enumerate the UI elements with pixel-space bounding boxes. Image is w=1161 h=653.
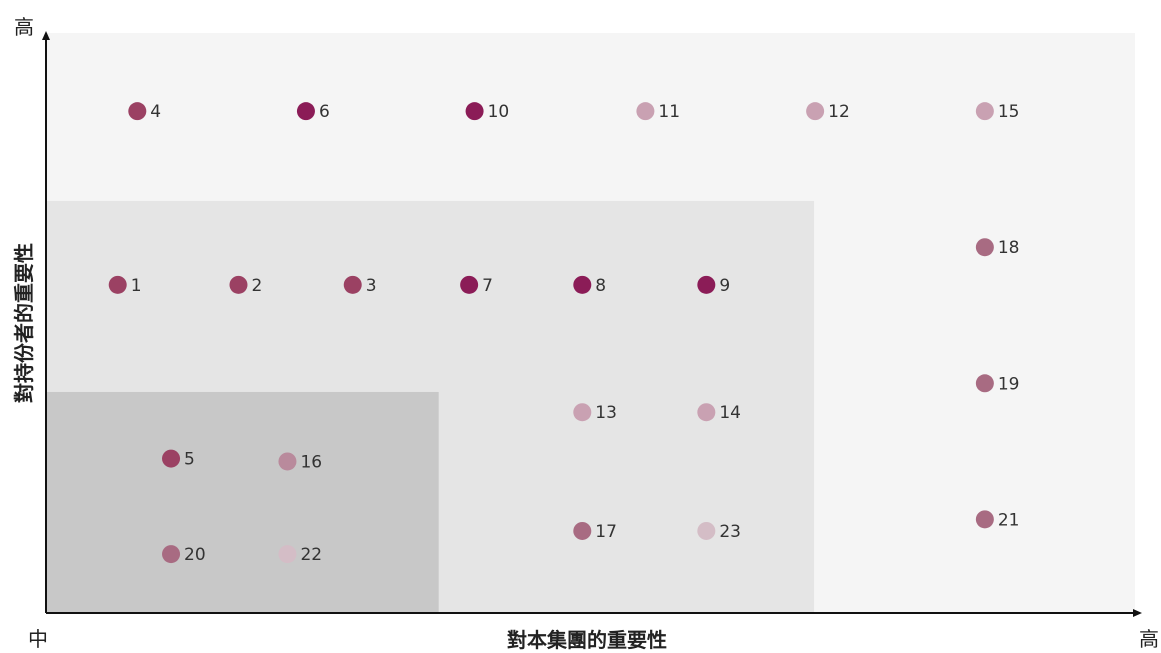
point-label: 7 xyxy=(482,276,493,296)
point-marker xyxy=(697,403,716,422)
point-marker xyxy=(975,102,994,121)
data-point-9: 9 xyxy=(697,275,730,296)
y-axis-max-label: 高 xyxy=(14,15,34,39)
point-marker xyxy=(162,449,181,468)
point-label: 15 xyxy=(998,102,1020,122)
data-point-14: 14 xyxy=(697,403,741,423)
data-point-19: 19 xyxy=(975,374,1020,394)
zones-layer xyxy=(47,33,1135,612)
data-point-21: 21 xyxy=(975,510,1020,530)
point-marker xyxy=(278,545,297,564)
zone-inner xyxy=(47,391,439,612)
axes-layer: 高 中 高 對本集團的重要性 對持份者的重要性 xyxy=(12,15,1159,652)
point-label: 5 xyxy=(184,450,195,470)
point-marker xyxy=(697,521,716,540)
data-point-8: 8 xyxy=(573,275,606,296)
data-point-3: 3 xyxy=(343,275,377,296)
point-label: 10 xyxy=(488,102,510,122)
point-marker xyxy=(465,102,484,121)
point-label: 21 xyxy=(998,510,1020,530)
point-label: 9 xyxy=(719,276,730,296)
data-point-17: 17 xyxy=(573,521,617,542)
point-marker xyxy=(460,275,479,294)
x-axis-arrow xyxy=(1133,609,1142,617)
point-label: 11 xyxy=(658,102,680,122)
point-label: 19 xyxy=(998,374,1020,394)
point-marker xyxy=(975,510,994,529)
point-label: 4 xyxy=(150,102,161,122)
point-marker xyxy=(278,452,297,471)
data-point-16: 16 xyxy=(278,452,322,472)
point-label: 18 xyxy=(998,238,1020,258)
point-marker xyxy=(343,275,362,294)
point-label: 13 xyxy=(595,403,617,423)
point-marker xyxy=(975,238,994,257)
data-point-7: 7 xyxy=(460,275,493,296)
y-axis-title: 對持份者的重要性 xyxy=(12,243,36,403)
x-axis-max-label: 高 xyxy=(1139,627,1159,651)
x-axis-min-label: 中 xyxy=(28,627,48,651)
point-marker xyxy=(162,545,181,564)
point-label: 16 xyxy=(300,452,322,472)
data-point-12: 12 xyxy=(806,102,850,122)
point-marker xyxy=(697,275,716,294)
point-label: 12 xyxy=(828,102,850,122)
data-point-4: 4 xyxy=(128,102,161,122)
point-marker xyxy=(229,275,248,294)
point-marker xyxy=(636,102,655,121)
data-point-2: 2 xyxy=(229,275,262,296)
point-label: 22 xyxy=(300,545,322,565)
point-marker xyxy=(975,374,994,393)
point-label: 1 xyxy=(131,276,142,296)
data-point-18: 18 xyxy=(975,238,1020,258)
data-point-11: 11 xyxy=(636,102,680,122)
point-label: 6 xyxy=(319,102,330,122)
data-point-6: 6 xyxy=(296,102,330,122)
point-label: 2 xyxy=(251,276,262,296)
point-marker xyxy=(573,521,592,540)
y-axis-arrow xyxy=(42,31,50,40)
point-marker xyxy=(296,102,315,121)
data-point-13: 13 xyxy=(573,403,617,423)
point-marker xyxy=(573,403,592,422)
point-label: 20 xyxy=(184,545,206,565)
data-point-23: 23 xyxy=(697,521,741,542)
data-point-15: 15 xyxy=(975,102,1020,122)
point-label: 8 xyxy=(595,276,606,296)
point-marker xyxy=(108,275,127,294)
data-point-1: 1 xyxy=(108,275,142,296)
point-label: 3 xyxy=(366,276,377,296)
x-axis-title: 對本集團的重要性 xyxy=(507,628,667,652)
data-point-5: 5 xyxy=(162,449,195,470)
point-marker xyxy=(573,275,592,294)
point-marker xyxy=(806,102,825,121)
data-point-10: 10 xyxy=(465,102,510,122)
point-marker xyxy=(128,102,147,121)
data-point-20: 20 xyxy=(162,545,206,565)
data-point-22: 22 xyxy=(278,545,322,565)
point-label: 14 xyxy=(719,403,741,423)
point-label: 23 xyxy=(719,522,741,542)
point-label: 17 xyxy=(595,522,617,542)
